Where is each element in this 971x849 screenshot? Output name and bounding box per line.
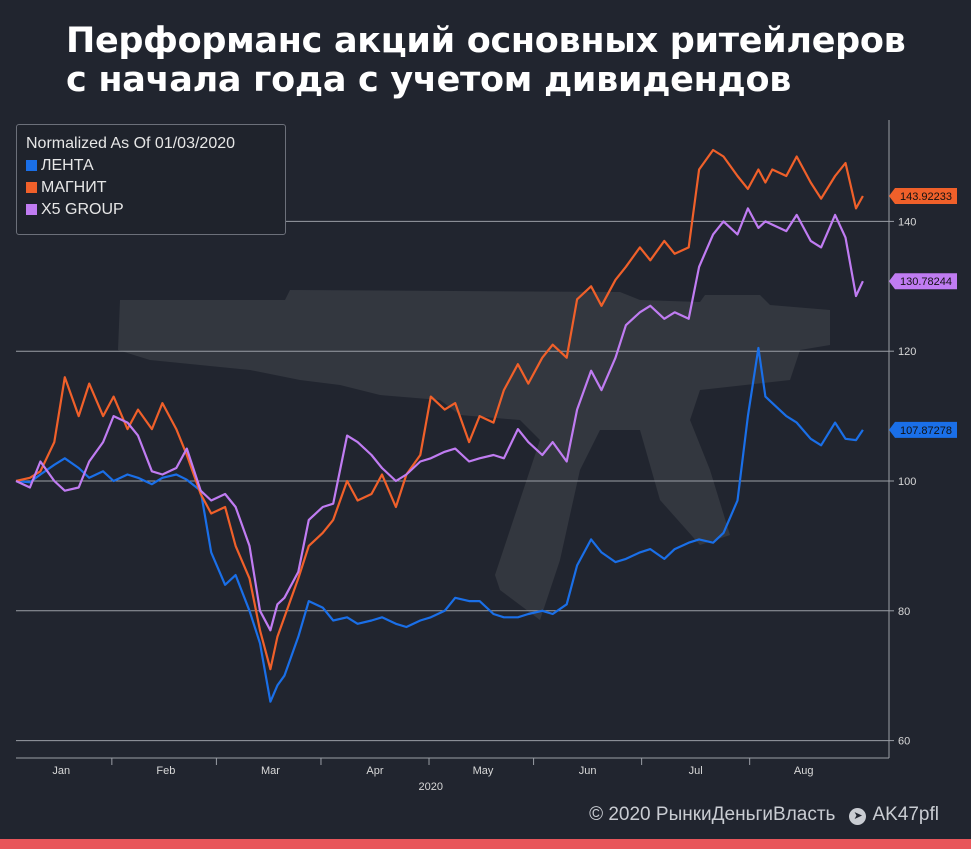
series-line-x5 [15, 207, 864, 632]
x-tick-label-mar: Mar [261, 765, 280, 777]
series-line-lenta [15, 346, 864, 703]
telegram-handle: AK47pfl [872, 804, 939, 825]
x-tick-label-jul: Jul [689, 765, 703, 777]
y-tick-label-80: 80 [898, 606, 910, 618]
y-tick-label-100: 100 [898, 476, 916, 488]
last-value-label-lenta: 107.87278 [900, 425, 952, 437]
accent-bar [0, 839, 971, 849]
legend-label-magnit: МАГНИТ [41, 179, 107, 196]
x-tick-label-may: May [473, 765, 494, 777]
legend-label-x5: X5 GROUP [41, 201, 124, 218]
last-value-tag-x5 [889, 273, 957, 290]
legend-swatch-lenta [26, 160, 37, 171]
x-tick-label-jan: Jan [52, 765, 70, 777]
legend-swatch-magnit [26, 182, 37, 193]
legend: Normalized As Of 01/03/2020 ЛЕНТА МАГНИТ… [16, 124, 286, 235]
footer-credit: © 2020 РынкиДеньгиВласть ➤ AK47pfl [589, 804, 939, 826]
last-value-tag-magnit [889, 187, 957, 204]
y-tick-label-140: 140 [898, 216, 916, 228]
page-title: Перформанс акций основных ритейлеров с н… [66, 21, 906, 100]
x-tick-label-feb: Feb [156, 765, 175, 777]
last-value-label-magnit: 143.92233 [900, 191, 952, 203]
y-tick-label-120: 120 [898, 346, 916, 358]
legend-title: Normalized As Of 01/03/2020 [26, 135, 236, 152]
last-value-tag-lenta [889, 421, 957, 438]
last-value-label-x5: 130.78244 [900, 276, 952, 288]
x-tick-label-jun: Jun [579, 765, 597, 777]
copyright-text: © 2020 РынкиДеньгиВласть [589, 804, 836, 825]
legend-swatch-x5 [26, 204, 37, 215]
rifle-watermark [118, 290, 830, 620]
legend-label-lenta: ЛЕНТА [41, 157, 94, 174]
x-tick-label-aug: Aug [794, 765, 814, 777]
legend-item-magnit: МАГНИТ [26, 177, 285, 199]
y-tick-label-60: 60 [898, 736, 910, 748]
x-tick-label-apr: Apr [366, 765, 383, 777]
x-axis-year-label: 2020 [419, 781, 443, 793]
legend-item-x5: X5 GROUP [26, 199, 285, 221]
telegram-icon: ➤ [849, 808, 867, 825]
series-line-magnit [15, 148, 864, 671]
legend-item-lenta: ЛЕНТА [26, 155, 285, 177]
